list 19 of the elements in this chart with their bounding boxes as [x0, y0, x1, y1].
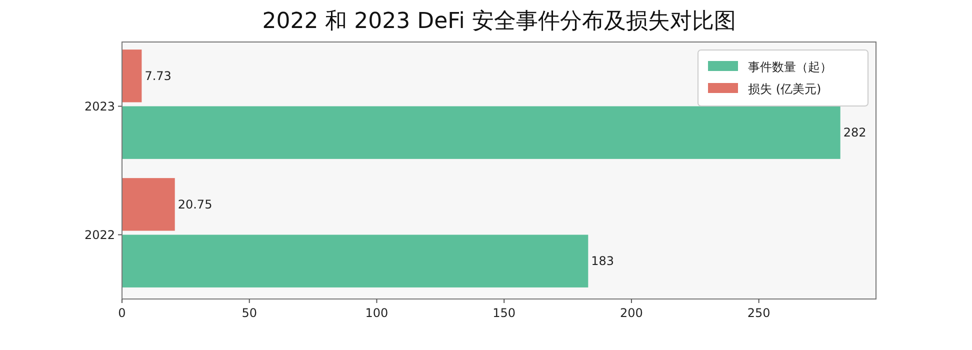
data-label: 7.73 [144, 68, 172, 83]
x-tick-label: 200 [620, 306, 643, 320]
bar [122, 234, 588, 288]
data-label: 20.75 [178, 197, 212, 212]
data-label: 183 [591, 254, 614, 268]
x-tick-label: 250 [747, 306, 770, 320]
legend-label: 事件数量（起） [748, 60, 832, 74]
x-tick-label: 50 [242, 306, 258, 320]
bar [122, 178, 175, 231]
bar [122, 50, 142, 102]
bar [122, 106, 840, 159]
y-tick-label: 2022 [84, 228, 115, 242]
y-tick-label: 2023 [84, 99, 115, 114]
x-tick-label: 150 [492, 306, 516, 320]
data-label: 282 [843, 126, 866, 140]
x-tick-label: 100 [365, 306, 388, 320]
chart-title: 2022 和 2023 DeFi 安全事件分布及损失对比图 [262, 9, 736, 34]
x-tick-label: 0 [118, 306, 126, 320]
legend-label: 损失 (亿美元) [748, 82, 822, 96]
